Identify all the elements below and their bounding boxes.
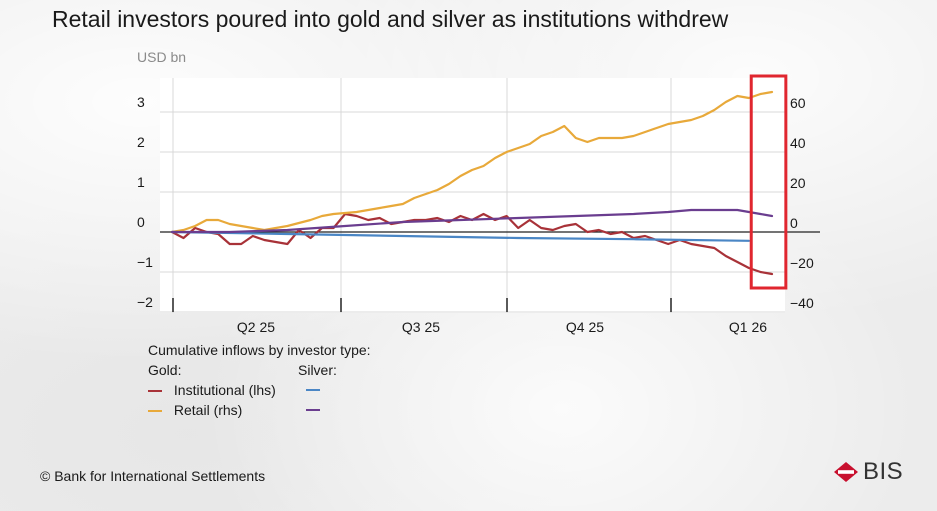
x-tick-label: Q1 26 [729, 319, 767, 335]
y-right-tick-label: −40 [790, 295, 814, 311]
legend-swatch-silver-institutional [306, 389, 320, 391]
series-line-gold-retail-rhs [170, 90, 774, 234]
y-right-tick-label: 0 [790, 215, 798, 231]
x-tick-label: Q3 25 [402, 319, 440, 335]
y-left-tick-label: 2 [137, 134, 145, 150]
y-left-tick-label: −1 [137, 254, 153, 270]
bis-emblem-icon [834, 462, 858, 482]
legend-label-institutional: Institutional (lhs) [173, 382, 276, 398]
legend-swatch-gold-retail [148, 410, 162, 413]
y-right-tick-label: −20 [790, 255, 814, 271]
legend-header-row: Gold: Silver: [148, 360, 371, 380]
series-line-silver-institutional [170, 230, 751, 242]
legend-swatch-silver-retail [306, 409, 320, 411]
y-right-tick-label: 20 [790, 175, 806, 191]
legend: Cumulative inflows by investor type: Gol… [148, 342, 371, 420]
legend-heading: Cumulative inflows by investor type: [148, 342, 371, 358]
legend-gold-label: Gold: [148, 362, 182, 378]
y-left-tick-label: 0 [137, 214, 145, 230]
y-left-tick-label: 3 [137, 94, 145, 110]
bis-logo: BIS [833, 458, 903, 486]
legend-swatch-gold-institutional [148, 390, 162, 393]
left-axis-unit: USD bn [137, 49, 186, 65]
y-left-tick-label: 1 [137, 174, 145, 190]
series-line-silver-retail [170, 208, 774, 234]
x-tick-label: Q4 25 [566, 319, 604, 335]
y-left-tick-label: −2 [137, 294, 153, 310]
chart-title: Retail investors poured into gold and si… [52, 6, 729, 32]
bis-logo-text: BIS [863, 458, 904, 485]
highlight-box [749, 74, 788, 290]
y-right-tick-label: 40 [790, 135, 806, 151]
x-tick-label: Q2 25 [237, 319, 275, 335]
legend-silver-label: Silver: [298, 362, 337, 378]
legend-label-retail: Retail (rhs) [173, 402, 243, 418]
plot-area [160, 78, 785, 313]
y-right-tick-label: 60 [790, 95, 806, 111]
legend-row-institutional: Institutional (lhs) [148, 380, 371, 400]
legend-row-retail: Retail (rhs) [148, 400, 371, 420]
copyright-footer: © Bank for International Settlements [40, 468, 266, 484]
